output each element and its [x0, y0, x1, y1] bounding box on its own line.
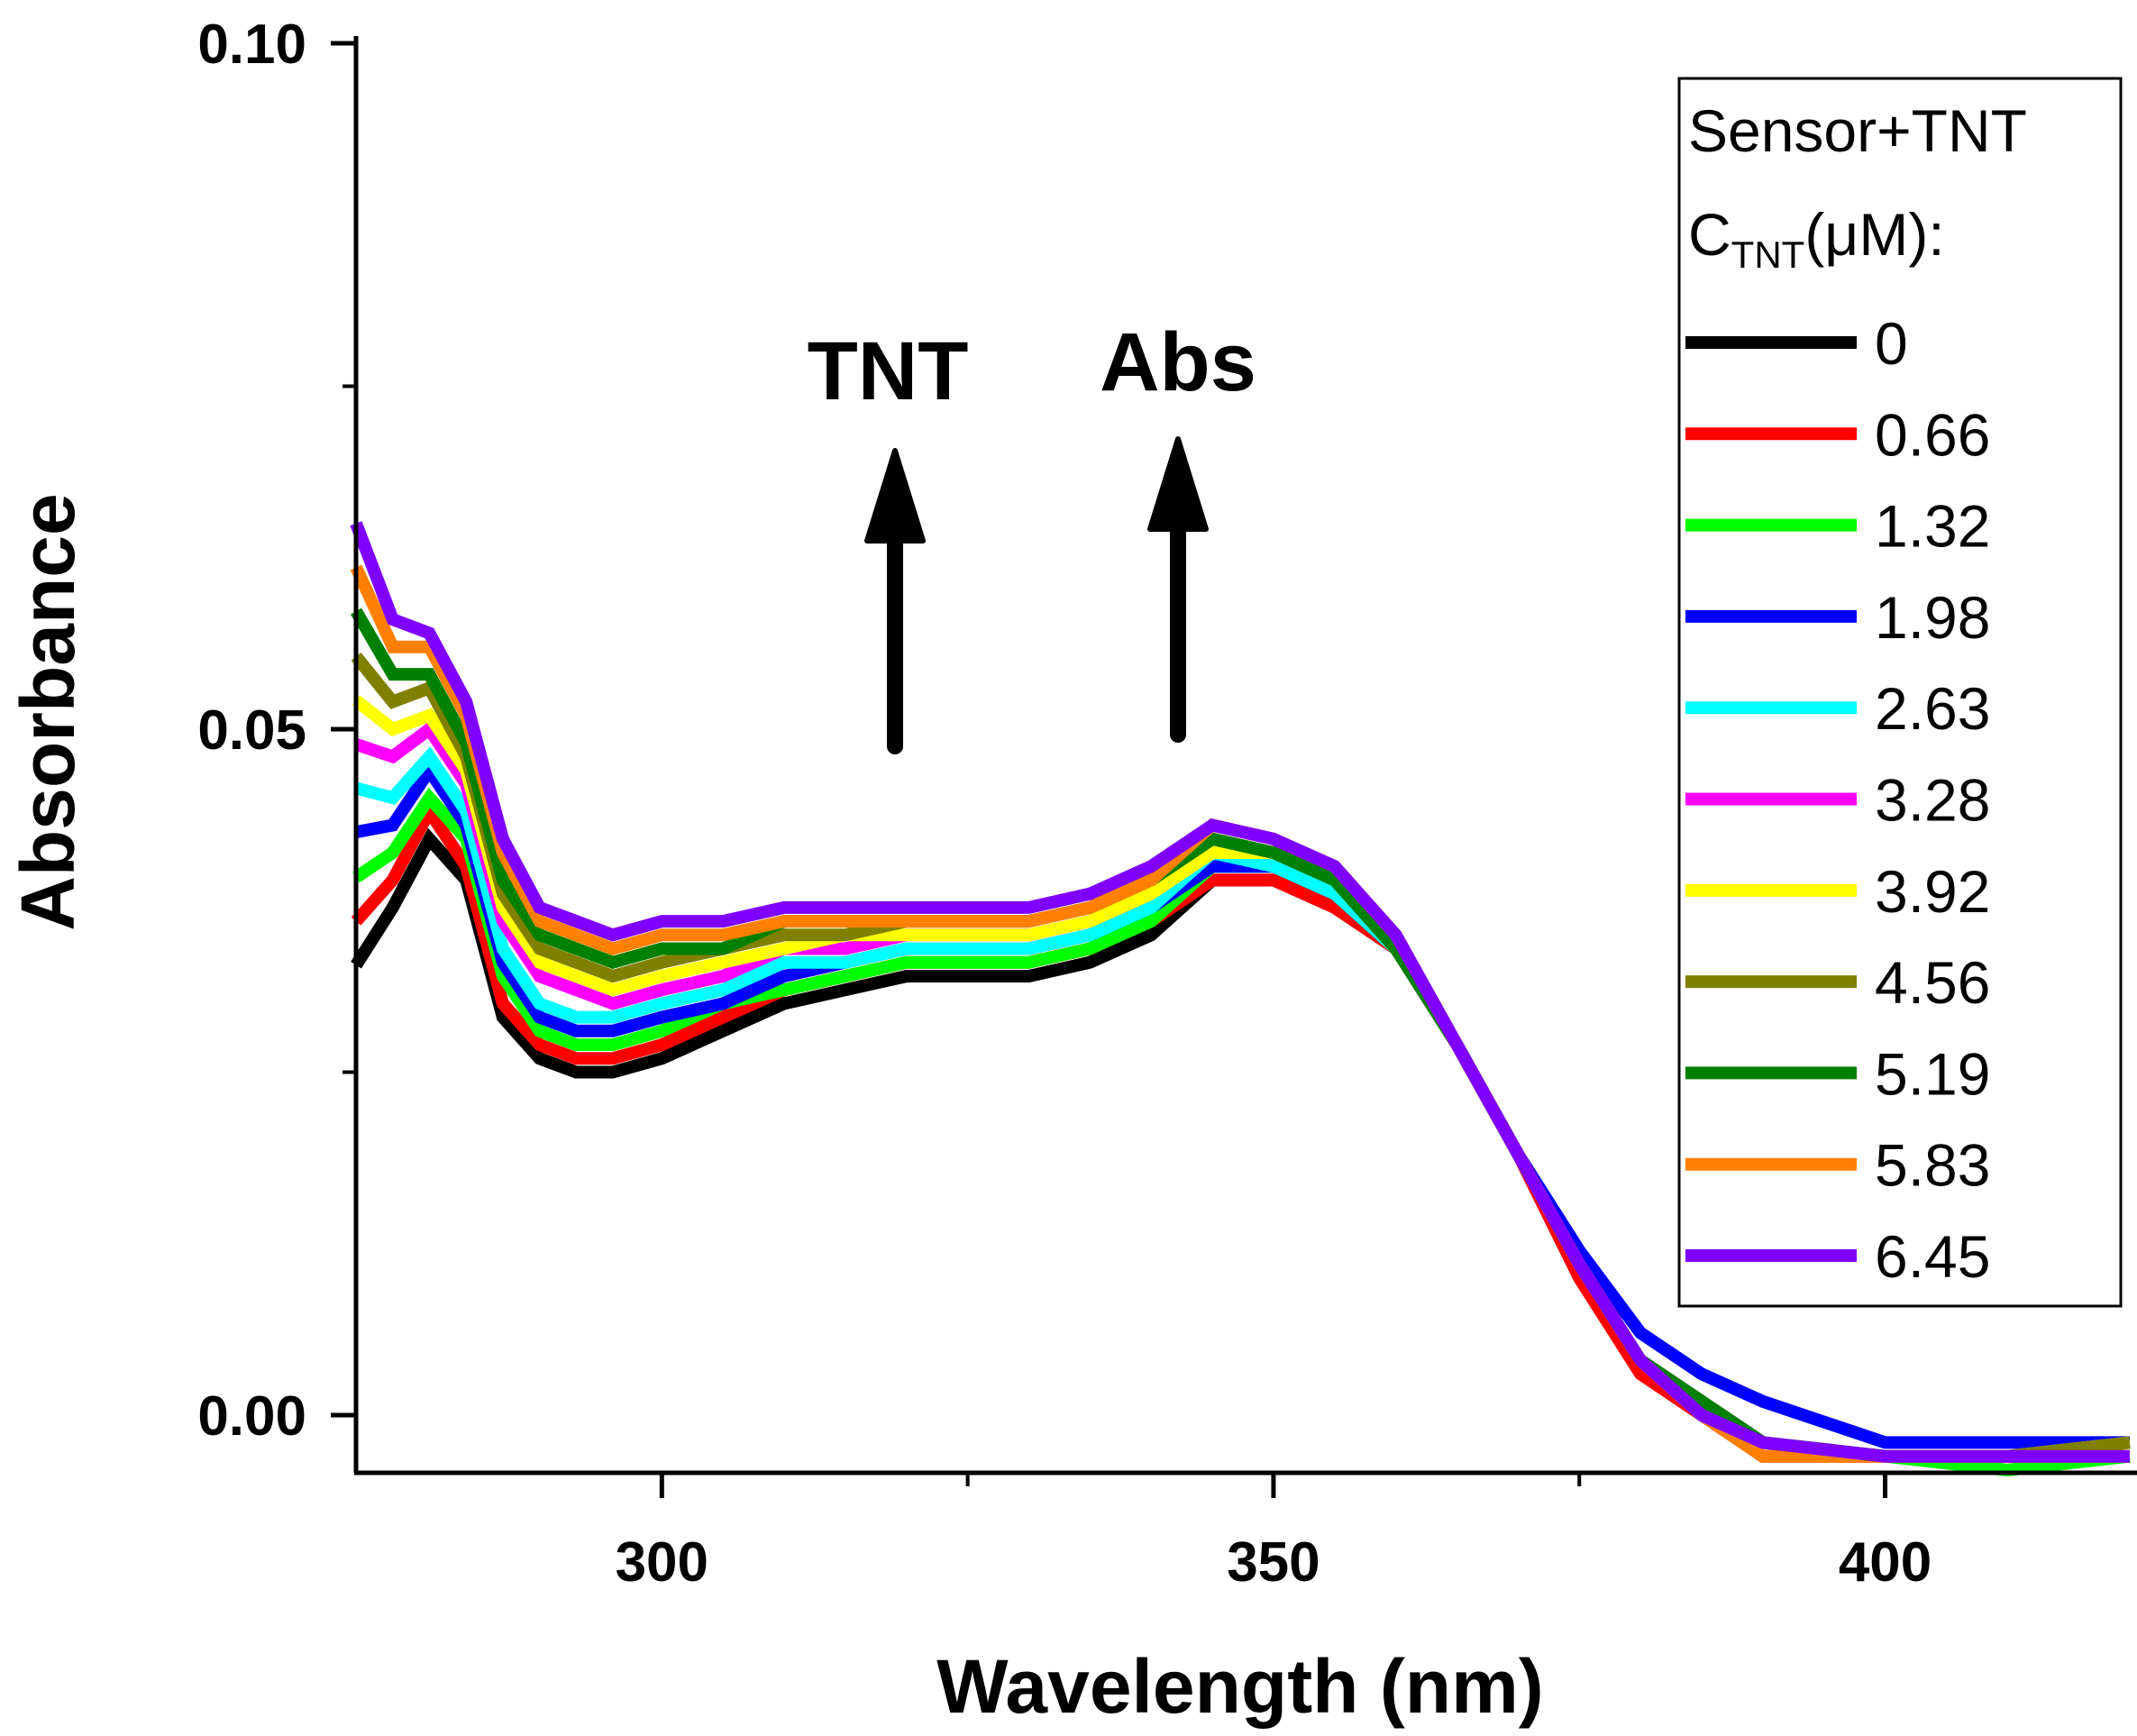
y-tick-label: 0.10 [197, 14, 306, 76]
legend-label: 4.56 [1875, 949, 1990, 1016]
y-tick-label: 0.05 [197, 699, 306, 762]
legend-item: 5.19 [1685, 1040, 1990, 1107]
legend-title: Sensor+TNT [1688, 97, 2027, 164]
legend: Sensor+TNT CTNT(μM): 0 0.66 1.32 1.98 2.63 3.… [1677, 77, 2123, 1308]
legend-item: 4.56 [1685, 949, 1990, 1016]
legend-item: 3.92 [1685, 858, 1990, 925]
legend-item: 6.45 [1685, 1223, 1990, 1290]
legend-item: 1.32 [1685, 493, 1990, 560]
legend-label: 6.45 [1875, 1223, 1990, 1290]
legend-label: 1.98 [1875, 584, 1990, 651]
x-tick-label: 300 [616, 1531, 708, 1594]
legend-label: 0.66 [1875, 401, 1990, 468]
legend-label: 5.83 [1875, 1132, 1990, 1199]
annotation-abs: Abs [1100, 316, 1256, 408]
legend-subtitle: CTNT(μM): [1688, 201, 1945, 276]
series-line-6-45 [350, 521, 2130, 1463]
legend-label: 5.19 [1875, 1040, 1990, 1107]
legend-box [1677, 77, 2123, 1308]
legend-item: 1.98 [1685, 584, 1990, 651]
legend-label: 2.63 [1875, 675, 1990, 742]
x-axis-title: Wavelength (nm) [936, 1644, 1544, 1729]
axes: 0.00 0.05 0.10 300 350 400 Wavelength (nm) Abso… [5, 14, 2137, 1729]
x-tick-label: 400 [1839, 1531, 1932, 1594]
arrow-up-icon [864, 448, 926, 754]
legend-label: 3.28 [1875, 767, 1990, 834]
legend-item: 0.66 [1685, 401, 1990, 468]
legend-item: 3.28 [1685, 767, 1990, 834]
legend-label: 0 [1875, 310, 1908, 377]
legend-label: 1.32 [1875, 493, 1990, 560]
y-axis-title: Absorbance [5, 493, 90, 930]
x-tick-label: 350 [1227, 1531, 1320, 1594]
y-tick-label: 0.00 [197, 1385, 306, 1448]
series-layer [350, 521, 2131, 1476]
legend-item: 5.83 [1685, 1132, 1990, 1199]
legend-item: 2.63 [1685, 675, 1990, 742]
annotation-tnt: TNT [808, 325, 969, 417]
annotations: TNT Abs [808, 316, 1256, 754]
legend-item: 0 [1685, 310, 1908, 377]
arrow-up-icon [1147, 436, 1209, 743]
legend-label: 3.92 [1875, 858, 1990, 925]
